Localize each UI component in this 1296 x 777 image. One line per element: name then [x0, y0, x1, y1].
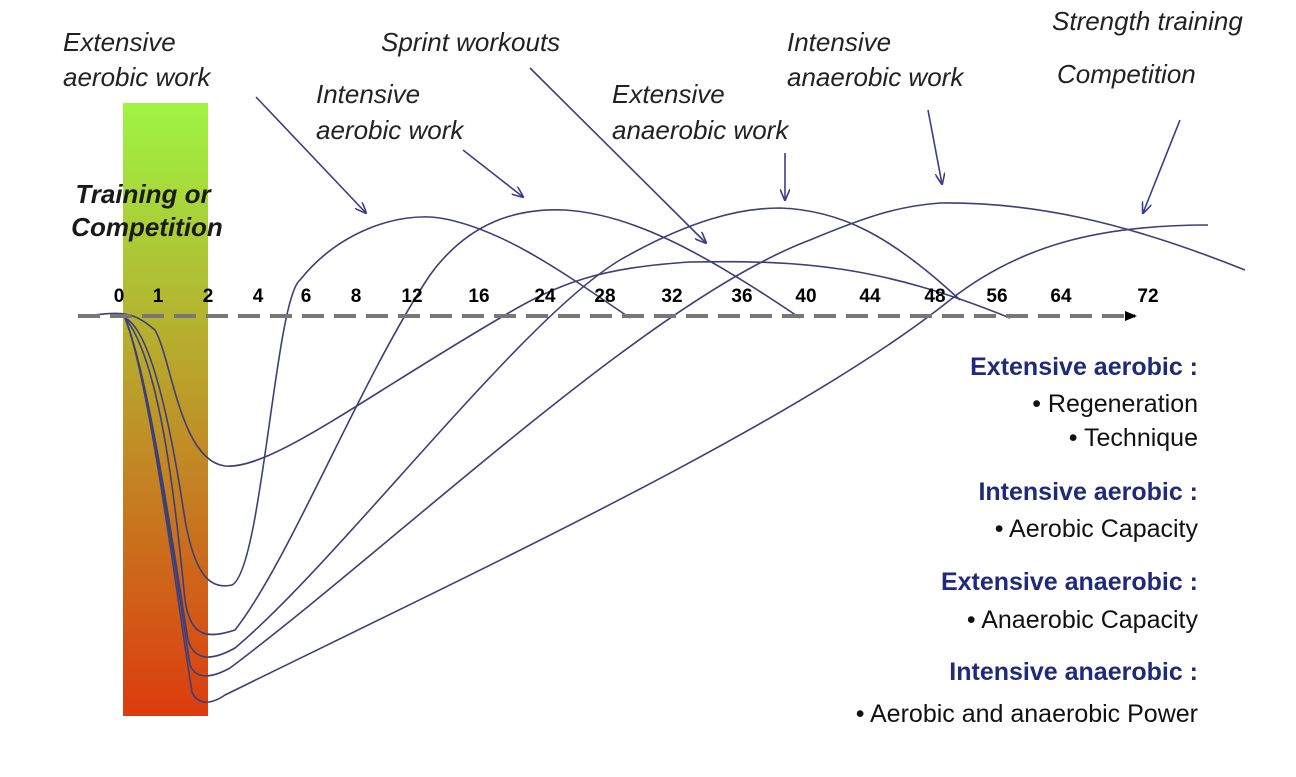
workout-labels: Extensive aerobic work Intensive aerobic…: [63, 6, 1243, 145]
pointer-competition: [1143, 119, 1181, 213]
time-tick-12: 12: [401, 286, 422, 307]
label-strength-training: Strength training: [1052, 6, 1243, 36]
label-intensive-anaerobic-work-1: Intensive: [787, 27, 891, 57]
phase-label-line-2: Competition: [71, 212, 223, 242]
label-intensive-anaerobic-work-2: anaerobic work: [787, 62, 965, 92]
curve-strength-competition: [124, 224, 1209, 703]
time-tick-6: 6: [301, 286, 312, 307]
curve-intensive-aerobic: [124, 216, 631, 587]
label-extensive-aerobic-work-2: aerobic work: [63, 62, 212, 92]
legend-item-anaerobic-capacity: • Anaerobic Capacity: [967, 606, 1199, 634]
legend-item-aerobic-anaerobic-power: • Aerobic and anaerobic Power: [856, 700, 1198, 728]
legend: Extensive aerobic : • Regeneration • Tec…: [856, 353, 1199, 728]
legend-heading-extensive-aerobic: Extensive aerobic :: [970, 353, 1198, 381]
time-tick-24: 24: [534, 286, 556, 307]
time-tick-44: 44: [859, 286, 881, 307]
label-intensive-aerobic-work-2: aerobic work: [316, 115, 465, 145]
curve-intensive-anaerobic: [124, 202, 1246, 677]
legend-item-aerobic-capacity: • Aerobic Capacity: [995, 515, 1199, 543]
pointer-intensive-aerobic: [462, 149, 523, 197]
legend-heading-intensive-anaerobic: Intensive anaerobic :: [949, 658, 1198, 686]
label-extensive-aerobic-work-1: Extensive: [63, 27, 176, 57]
time-tick-8: 8: [351, 286, 362, 307]
time-tick-4: 4: [253, 286, 264, 307]
time-tick-16: 16: [468, 286, 489, 307]
label-extensive-anaerobic-work-1: Extensive: [612, 79, 725, 109]
pointer-extensive-aerobic: [255, 96, 366, 213]
pointer-intensive-anaerobic: [927, 109, 942, 184]
legend-heading-intensive-aerobic: Intensive aerobic :: [978, 478, 1198, 506]
time-tick-40: 40: [795, 286, 816, 307]
legend-item-technique: • Technique: [1069, 424, 1198, 452]
label-pointers: [255, 67, 1181, 243]
time-tick-0: 0: [114, 286, 125, 307]
time-tick-48: 48: [924, 286, 945, 307]
phase-label-line-1: Training or: [75, 179, 212, 209]
curve-sprint: [124, 209, 801, 636]
label-sprint-workouts: Sprint workouts: [381, 27, 560, 57]
time-tick-72: 72: [1137, 286, 1158, 307]
time-tick-1: 1: [153, 286, 164, 307]
time-tick-64: 64: [1050, 286, 1072, 307]
legend-heading-extensive-anaerobic: Extensive anaerobic :: [941, 568, 1198, 596]
recovery-curves: [84, 202, 1246, 703]
label-intensive-aerobic-work-1: Intensive: [316, 79, 420, 109]
time-tick-labels: 0 1 2 4 6 8 12 16 24 28 32 36 40 44 48 56 64 72: [114, 286, 1159, 307]
time-tick-32: 32: [661, 286, 682, 307]
curve-extensive-anaerobic: [124, 207, 961, 658]
pointer-sprint-workouts: [529, 67, 706, 243]
label-extensive-anaerobic-work-2: anaerobic work: [612, 115, 790, 145]
label-competition: Competition: [1057, 59, 1196, 89]
time-tick-36: 36: [731, 286, 752, 307]
time-tick-56: 56: [986, 286, 1007, 307]
curve-extensive-aerobic: [84, 260, 1011, 467]
time-tick-28: 28: [594, 286, 615, 307]
time-tick-2: 2: [203, 286, 214, 307]
legend-item-regeneration: • Regeneration: [1032, 390, 1198, 418]
